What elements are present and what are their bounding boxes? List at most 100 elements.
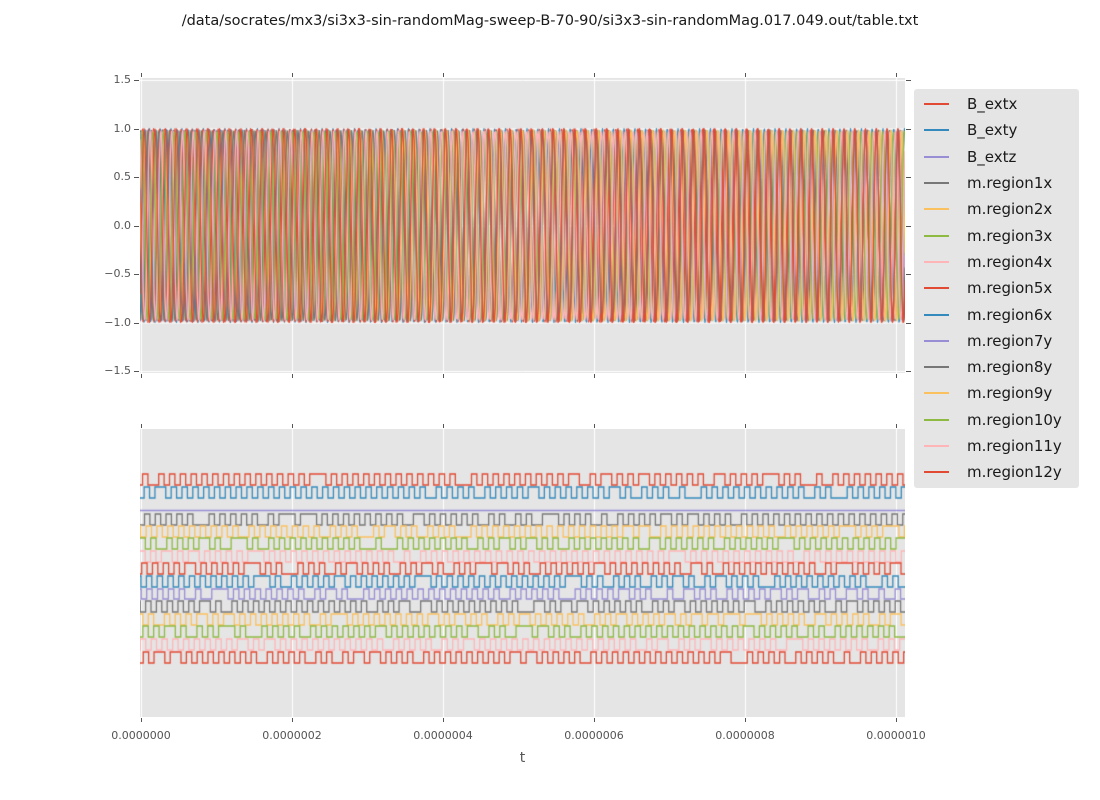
top-plot-canvas — [140, 78, 905, 373]
y-tick-label: 0.0 — [113, 218, 132, 232]
legend-label: m.region11y — [967, 437, 1062, 455]
y-tick-mark-left — [134, 322, 139, 324]
x-tick-mark-top-plot-above — [594, 73, 595, 77]
x-tick-mark-bottom-plot-above — [594, 424, 595, 428]
legend-entry: B_extx — [914, 91, 1079, 117]
y-tick-mark-left — [134, 80, 139, 81]
y-tick-mark-left — [134, 177, 139, 178]
x-tick-mark-top-plot-above — [443, 73, 444, 77]
figure-title: /data/socrates/mx3/si3x3-sin-randomMag-s… — [181, 13, 919, 29]
x-tick-mark-top-plot-below — [594, 374, 595, 378]
legend-entry: m.region11y — [914, 433, 1079, 459]
legend-line-swatch — [924, 234, 949, 237]
y-tick-label: 0.5 — [113, 170, 132, 183]
legend-line-swatch — [924, 155, 949, 158]
y-tick-mark-right — [906, 177, 911, 178]
y-tick-mark-right — [906, 128, 911, 130]
x-tick-mark-bottom-plot-above — [896, 424, 897, 428]
y-tick-label: −1.5 — [104, 364, 131, 377]
legend-label: m.region3x — [967, 226, 1053, 245]
y-tick-mark-left — [134, 225, 139, 227]
legend-line-swatch — [924, 366, 949, 369]
y-tick-mark-right — [906, 274, 911, 275]
legend-line-swatch — [924, 182, 949, 185]
legend-label: B_extz — [967, 147, 1017, 166]
x-tick-mark-top-plot-below — [896, 374, 897, 378]
legend-line-swatch — [924, 313, 949, 316]
legend-entry: B_extz — [914, 144, 1079, 170]
y-tick-mark-left — [134, 274, 139, 275]
y-tick-mark-right — [906, 371, 911, 372]
x-tick-label: 0.0000002 — [262, 729, 322, 742]
legend-entry: m.region5x — [914, 275, 1079, 301]
x-axis-title: t — [519, 750, 526, 766]
x-tick-mark-top-plot-above — [745, 73, 746, 77]
legend-line-swatch — [924, 339, 949, 342]
top-plot-area — [140, 78, 905, 373]
y-tick-label: −0.5 — [104, 267, 131, 280]
x-tick-mark-bottom-plot-below — [594, 718, 595, 722]
legend-line-swatch — [924, 471, 949, 474]
legend-label: m.region9y — [967, 384, 1053, 403]
legend-entry: m.region7y — [914, 328, 1079, 354]
legend-line-swatch — [924, 287, 949, 290]
legend-line-swatch — [924, 129, 949, 132]
x-tick-label: 0.0000010 — [866, 729, 926, 742]
x-tick-mark-top-plot-below — [141, 374, 142, 378]
legend-entry: m.region4x — [914, 249, 1079, 275]
x-tick-mark-bottom-plot-below — [141, 718, 142, 722]
legend-label: m.region2x — [967, 200, 1053, 219]
y-tick-mark-left — [134, 371, 139, 372]
y-tick-mark-right — [906, 225, 911, 227]
x-tick-mark-bottom-plot-below — [745, 718, 746, 722]
x-tick-mark-bottom-plot-below — [443, 718, 444, 722]
x-tick-mark-top-plot-below — [443, 374, 444, 378]
legend-entry: B_exty — [914, 117, 1079, 143]
legend-label: m.region12y — [967, 463, 1062, 482]
y-tick-mark-right — [906, 322, 911, 324]
x-tick-mark-bottom-plot-above — [292, 424, 293, 428]
x-tick-mark-top-plot-above — [141, 73, 142, 77]
x-tick-label: 0.0000000 — [111, 729, 171, 742]
y-tick-mark-left — [134, 128, 139, 130]
x-tick-mark-top-plot-below — [745, 374, 746, 378]
legend-entry: m.region12y — [914, 459, 1079, 485]
legend-entry: m.region1x — [914, 170, 1079, 196]
y-tick-mark-right — [906, 80, 911, 81]
legend-label: m.region8y — [967, 358, 1053, 377]
legend-line-swatch — [924, 418, 949, 421]
x-tick-mark-top-plot-above — [292, 73, 293, 77]
legend-entry: m.region9y — [914, 380, 1079, 406]
legend-line-swatch — [924, 260, 949, 263]
legend-label: m.region5x — [967, 279, 1053, 298]
legend-line-swatch — [924, 208, 949, 211]
x-tick-mark-top-plot-below — [292, 374, 293, 378]
legend-box: B_extx B_exty B_extz m.region1x m.region2x m.… — [914, 89, 1079, 488]
legend-label: m.region6x — [967, 305, 1053, 324]
x-tick-mark-top-plot-above — [896, 73, 897, 77]
legend-entry: m.region8y — [914, 354, 1079, 380]
x-tick-mark-bottom-plot-above — [443, 424, 444, 428]
y-tick-label: 1.5 — [113, 73, 132, 86]
legend-line-swatch — [924, 103, 949, 106]
bottom-plot-canvas — [140, 429, 905, 717]
legend-label: m.region4x — [967, 252, 1053, 271]
legend-entry: m.region3x — [914, 222, 1079, 248]
x-tick-mark-bottom-plot-below — [896, 718, 897, 722]
legend-label: m.region1x — [967, 174, 1053, 193]
y-tick-label: 1.0 — [113, 121, 132, 135]
x-tick-label: 0.0000008 — [715, 729, 775, 742]
x-tick-mark-bottom-plot-above — [141, 424, 142, 428]
legend-entry: m.region10y — [914, 407, 1079, 433]
x-tick-mark-bottom-plot-below — [292, 718, 293, 722]
y-tick-label: −1.0 — [104, 315, 131, 329]
bottom-plot-area — [140, 429, 905, 717]
legend-entry: m.region2x — [914, 196, 1079, 222]
legend-line-swatch — [924, 392, 949, 395]
legend-label: B_exty — [967, 121, 1018, 140]
legend-entry: m.region6x — [914, 301, 1079, 327]
x-tick-label: 0.0000004 — [413, 729, 473, 742]
legend-label: m.region7y — [967, 331, 1053, 350]
x-tick-label: 0.0000006 — [564, 729, 624, 742]
